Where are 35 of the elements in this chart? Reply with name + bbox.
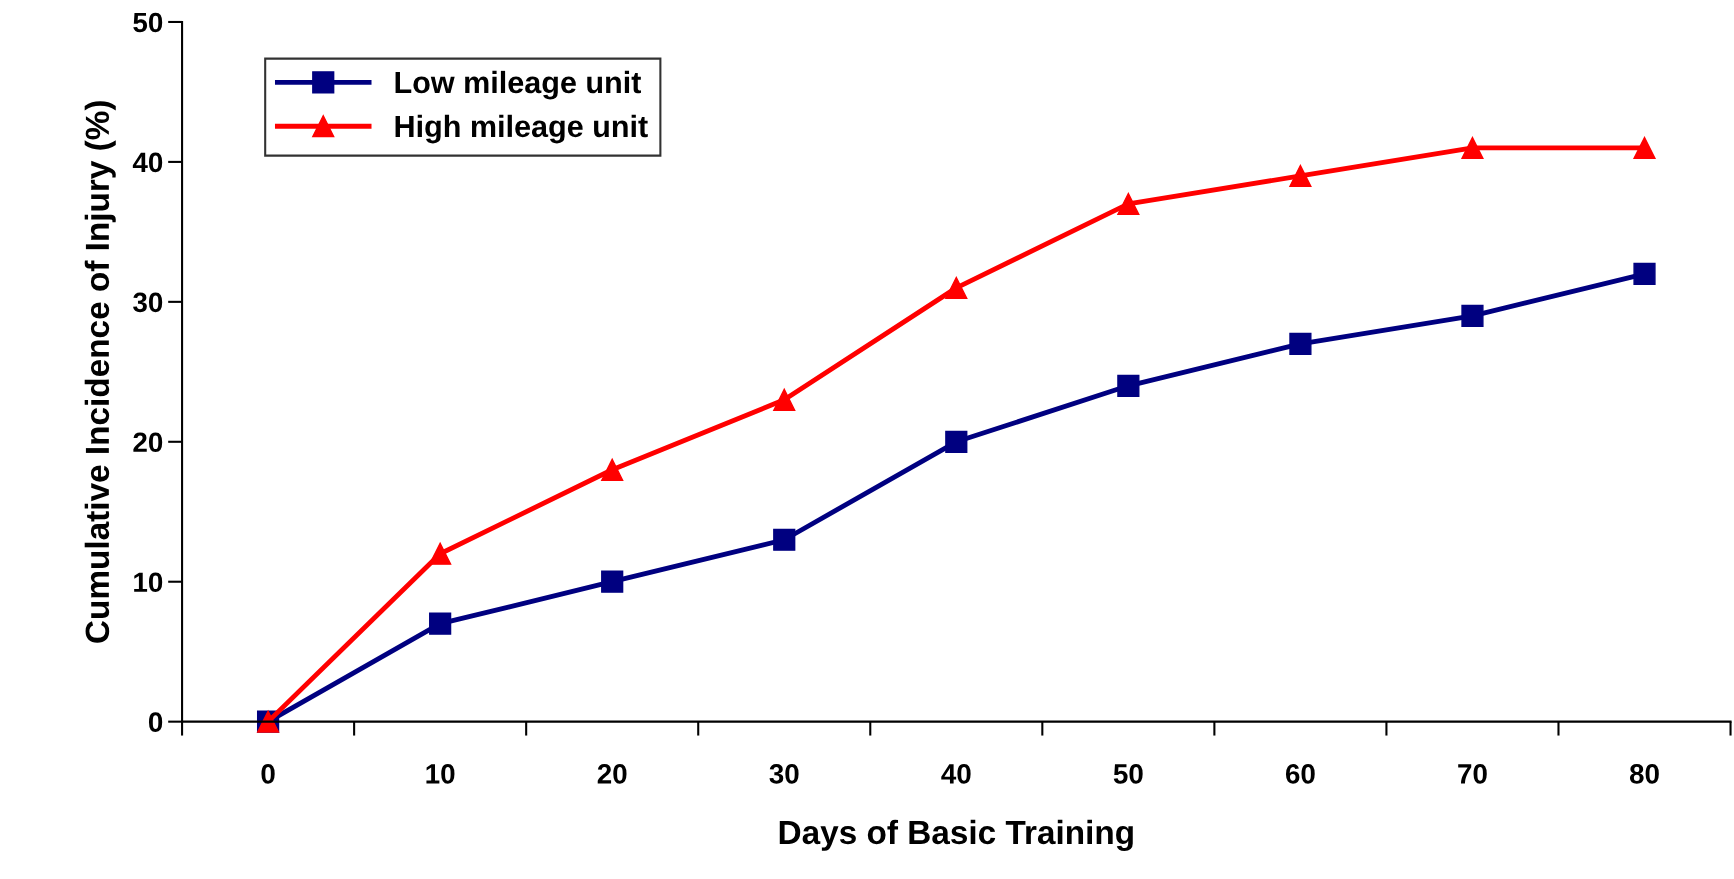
y-tick-label: 40 xyxy=(132,152,163,173)
point xyxy=(429,612,452,635)
point xyxy=(1289,164,1312,188)
point xyxy=(1289,332,1312,355)
x-tick-label: 0 xyxy=(261,764,275,784)
x-tick-label: 60 xyxy=(1285,764,1315,784)
x-tick-label: 30 xyxy=(769,764,799,784)
x-tick-label: 40 xyxy=(941,764,971,784)
x-tick-label: 80 xyxy=(1629,764,1659,784)
point xyxy=(945,430,968,453)
x-tick-label: 10 xyxy=(426,764,455,784)
point xyxy=(1461,304,1484,327)
x-tick-label: 20 xyxy=(597,764,627,784)
point xyxy=(1633,136,1656,160)
point xyxy=(1461,136,1484,160)
point xyxy=(601,570,624,593)
y-tick-label: 10 xyxy=(134,572,163,593)
point xyxy=(773,388,796,411)
point xyxy=(1117,374,1140,397)
point xyxy=(1117,192,1140,216)
y-axis-title: Cumulative Incidence of Injury (%) xyxy=(84,101,116,643)
x-tick-label: 50 xyxy=(1113,764,1143,784)
point xyxy=(1633,262,1656,285)
point xyxy=(429,542,452,565)
y-tick-label: 50 xyxy=(133,12,163,33)
x-axis-title: Days of Basic Training xyxy=(779,819,1133,851)
legend-label: High mileage unit xyxy=(395,114,648,144)
point xyxy=(601,458,624,481)
point xyxy=(773,528,796,551)
y-tick-label: 30 xyxy=(133,292,163,313)
y-tick-label: 0 xyxy=(148,712,163,732)
x-tick-label: 70 xyxy=(1458,764,1487,784)
y-tick-label: 20 xyxy=(133,432,163,453)
point xyxy=(945,276,968,299)
legend-label: Low mileage unit xyxy=(395,70,642,100)
